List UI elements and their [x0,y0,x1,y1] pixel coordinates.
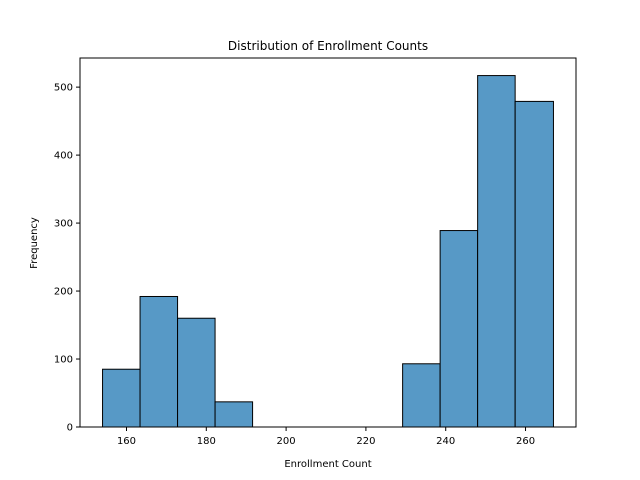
y-tick-label: 300 [54,219,73,230]
x-tick-label: 180 [197,436,216,447]
histogram-bar-3 [214,401,254,428]
x-tick-label: 220 [356,436,375,447]
y-axis-label: Frequency [29,217,40,269]
bars-group [102,75,554,428]
histogram-bar-1 [139,295,179,428]
histogram-bar-2 [177,317,216,428]
y-tick-label: 500 [54,83,73,94]
y-tick-label: 400 [54,151,73,162]
histogram-bar-8 [402,363,441,428]
histogram-bar-9 [439,230,479,428]
x-tick-label: 160 [117,436,136,447]
histogram-bar-11 [514,100,554,428]
x-tick-label: 200 [277,436,296,447]
x-axis-ticks: 160 180 200 220 240 260 [117,427,535,447]
x-tick-label: 240 [436,436,455,447]
axes-frame [79,57,577,428]
chart-title: Distribution of Enrollment Counts [228,39,428,53]
x-tick-label: 260 [516,436,535,447]
y-tick-label: 100 [54,355,73,366]
y-tick-label: 0 [67,423,73,434]
x-axis-label: Enrollment Count [284,459,371,470]
y-axis-ticks: 0 100 200 300 400 500 [54,83,80,434]
histogram-bar-0 [102,368,141,428]
histogram-bar-10 [477,75,516,428]
y-tick-label: 200 [54,287,73,298]
